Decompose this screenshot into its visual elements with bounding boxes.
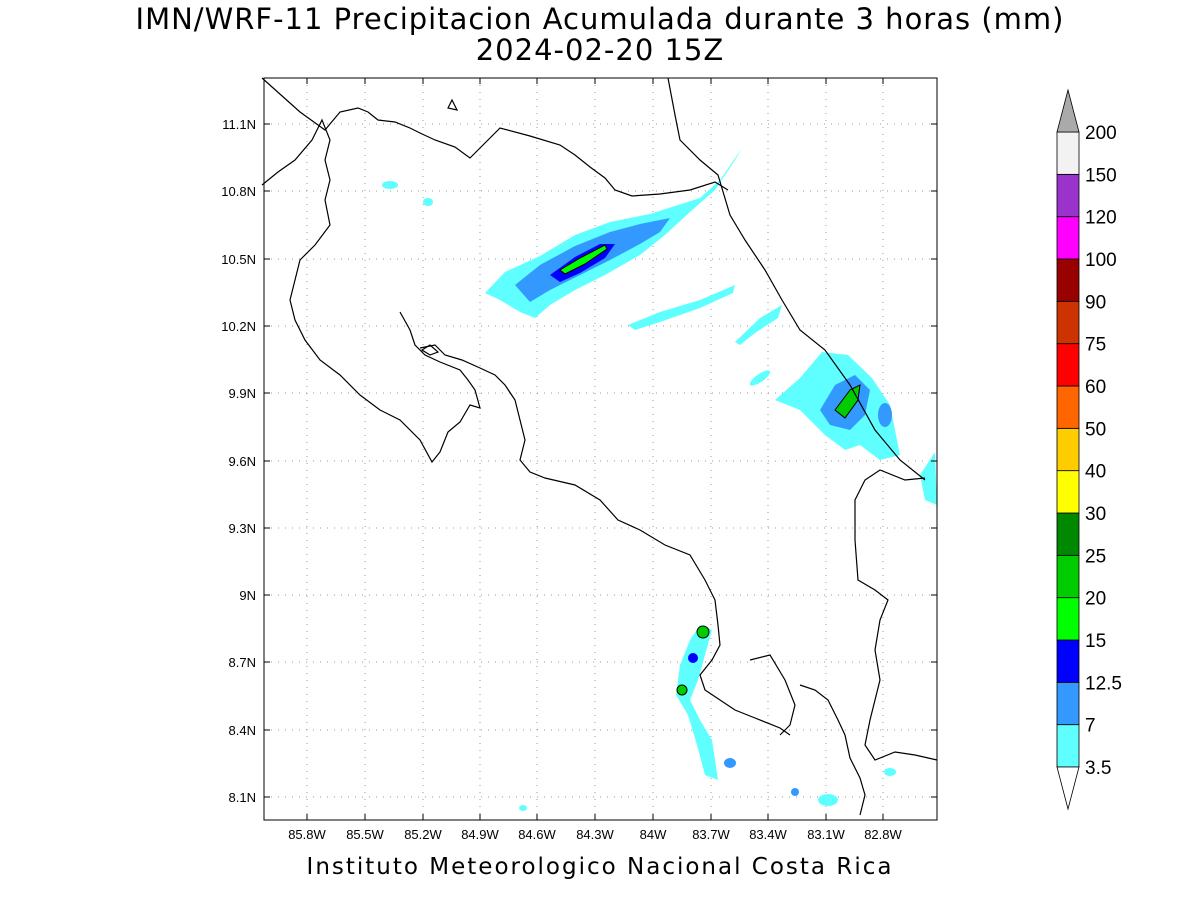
coastlines: [261, 77, 938, 816]
colorbar-label: 25: [1085, 546, 1106, 567]
colorbar-segment: [1056, 427, 1080, 472]
map-title: IMN/WRF-11 Precipitacion Acumulada duran…: [135, 2, 1065, 36]
precip-spot: [791, 788, 799, 796]
y-tick-label: 9.9N: [229, 386, 256, 401]
y-tick-label: 10.8N: [221, 184, 256, 199]
colorbar-label: 100: [1085, 250, 1117, 271]
caribbean-coast: [667, 77, 926, 481]
x-tick-label: 83.1W: [807, 827, 845, 842]
colorbar-segment: [1056, 385, 1080, 429]
precip-south-core: [696, 625, 710, 639]
golfo-dulce: [799, 684, 866, 816]
colorbar-segment: [1056, 512, 1080, 556]
colorbar-label: 3.5: [1085, 758, 1111, 779]
nicaragua-border: [261, 77, 729, 197]
y-tick-label: 8.4N: [229, 723, 256, 738]
colorbar-label: 15: [1085, 631, 1106, 652]
colorbar-max-arrow: [1056, 88, 1080, 133]
precip-caribbean-peak: [834, 384, 861, 419]
y-axis: 11.1N 10.8N 10.5N 10.2N 9.9N 9.6N 9.3N 9N 8.7N 8.…: [221, 117, 937, 805]
colorbar-label: 20: [1085, 589, 1106, 610]
footer-credit: Instituto Meteorologico Nacional Costa R…: [306, 854, 894, 880]
gridlines: [264, 78, 937, 820]
y-tick-label: 8.1N: [229, 790, 256, 805]
x-tick-label: 85.2W: [404, 827, 442, 842]
map-frame: [263, 77, 938, 821]
map-subtitle-date: 2024-02-20 15Z: [475, 33, 725, 67]
x-tick-label: 85.5W: [346, 827, 384, 842]
y-tick-label: 9.3N: [229, 521, 256, 536]
colorbar-label: 60: [1085, 377, 1106, 398]
pacific-coast-north: [261, 118, 481, 464]
x-tick-label: 83.7W: [692, 827, 730, 842]
island-north: [447, 98, 459, 111]
colorbar-label: 12.5: [1085, 673, 1122, 694]
colorbar-segment: [1056, 258, 1080, 302]
colorbar-label: 150: [1085, 165, 1117, 186]
colorbar-segment: [1056, 681, 1080, 726]
x-tick-label: 84W: [640, 827, 667, 842]
colorbar-segment: [1056, 343, 1080, 387]
precip-south-light: [676, 625, 718, 780]
precip-spot: [519, 805, 527, 811]
y-tick-label: 10.5N: [221, 252, 256, 267]
colorbar-label: 120: [1085, 208, 1117, 229]
precip-south-core: [688, 653, 698, 663]
precip-band-central-2: [735, 305, 782, 345]
osa-peninsula: [749, 654, 796, 736]
colorbar-segment: [1056, 216, 1080, 260]
colorbar-segment: [1056, 470, 1080, 514]
x-tick-label: 82.8W: [864, 827, 902, 842]
panama-border: [854, 469, 938, 761]
gulf-of-nicoya: [419, 344, 791, 736]
precip-spot: [382, 181, 398, 189]
precip-spot: [884, 768, 896, 776]
y-tick-label: 8.7N: [229, 655, 256, 670]
colorbar-segment: [1056, 724, 1080, 768]
colorbar-segment: [1056, 173, 1080, 218]
x-tick-label: 84.6W: [518, 827, 556, 842]
precip-east-edge: [920, 452, 937, 505]
precip-spot: [818, 794, 838, 806]
colorbar-min-arrow: [1056, 766, 1080, 811]
colorbar-label: 7: [1085, 716, 1096, 737]
colorbar-legend: 3.5 7 12.5 15 20 25 30 40 50 60 75 90 100 120 150 200: [1056, 88, 1122, 811]
x-tick-label: 84.9W: [461, 827, 499, 842]
island: [420, 344, 440, 356]
colorbar-label: 75: [1085, 335, 1106, 356]
x-tick-label: 84.3W: [576, 827, 614, 842]
precip-spot: [724, 758, 736, 768]
colorbar-label: 90: [1085, 292, 1106, 313]
colorbar-label: 50: [1085, 419, 1106, 440]
colorbar-label: 200: [1085, 123, 1117, 144]
colorbar-segment: [1056, 597, 1080, 641]
x-tick-label: 85.8W: [288, 827, 326, 842]
y-tick-label: 10.2N: [221, 319, 256, 334]
precip-spot: [878, 403, 892, 427]
colorbar-segment: [1056, 554, 1080, 599]
precip-band-central: [628, 285, 735, 330]
colorbar-segment: [1056, 131, 1080, 175]
precip-spot: [423, 198, 433, 206]
colorbar-segment: [1056, 300, 1080, 345]
colorbar-label: 30: [1085, 504, 1106, 525]
x-tick-label: 83.4W: [749, 827, 787, 842]
x-axis: 85.8W 85.5W 85.2W 84.9W 84.6W 84.3W 84W 83.7W 83…: [288, 78, 903, 842]
precip-south-core: [676, 684, 688, 696]
colorbar-segment: [1056, 639, 1080, 683]
y-tick-label: 9.6N: [229, 454, 256, 469]
y-tick-label: 9N: [239, 588, 256, 603]
y-tick-label: 11.1N: [222, 117, 256, 132]
precip-spot: [749, 370, 771, 386]
precip-band-north-peak: [559, 244, 608, 275]
precipitation-field: [382, 148, 937, 811]
colorbar-label: 40: [1085, 462, 1106, 483]
